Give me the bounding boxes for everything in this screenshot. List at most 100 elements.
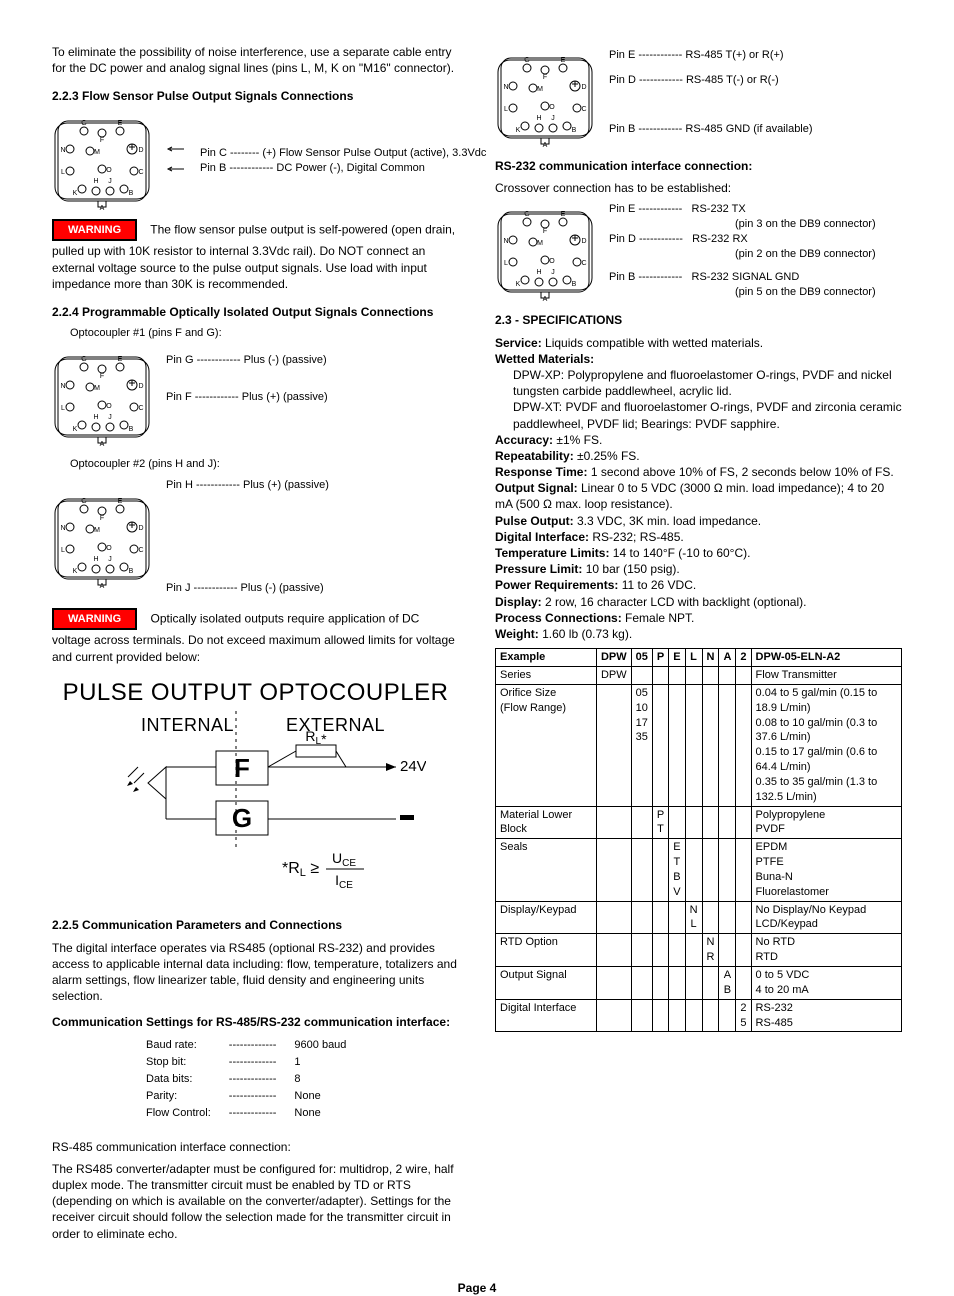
pulse-diagram: INTERNAL EXTERNAL F G bbox=[86, 711, 426, 905]
pin-f-label: Pin F bbox=[166, 391, 192, 403]
sec-224-title: 2.2.4 Programmable Optically Isolated Ou… bbox=[52, 304, 459, 320]
setting-stop-label: Stop bit: bbox=[138, 1055, 219, 1070]
spec-digital-label: Digital Interface: bbox=[495, 530, 589, 544]
spec-weight-text: 1.60 lb (0.73 kg). bbox=[539, 627, 632, 641]
setting-baud-label: Baud rate: bbox=[138, 1038, 219, 1053]
pin-j-dash: ------------ bbox=[190, 582, 240, 594]
rs485-para: The RS485 converter/adapter must be conf… bbox=[52, 1161, 459, 1242]
spec-repeat-label: Repeatability: bbox=[495, 449, 574, 463]
rs485-connector-row: Pin E ------------ RS-485 T(+) or R(+) P… bbox=[495, 48, 902, 148]
spec-temp-label: Temperature Limits: bbox=[495, 546, 609, 560]
connector-icon bbox=[495, 202, 595, 302]
pin-g-line: Pin G ------------ Plus (-) (passive) bbox=[166, 353, 328, 368]
sec-225-para: The digital interface operates via RS485… bbox=[52, 940, 459, 1005]
pin-j-line: Pin J ------------ Plus (-) (passive) bbox=[166, 581, 329, 596]
pin-b-dash: ------------ bbox=[226, 162, 276, 174]
external-label: EXTERNAL bbox=[286, 715, 385, 735]
warning-badge: WARNING bbox=[52, 608, 137, 631]
spec-press-label: Pressure Limit: bbox=[495, 562, 582, 576]
connector-icon bbox=[495, 48, 595, 148]
connector-icon bbox=[52, 347, 152, 447]
pin-f-desc: Plus (+) (passive) bbox=[242, 391, 328, 403]
svg-text:ICE: ICE bbox=[335, 872, 353, 891]
rs485-pin-d: Pin D ------------ RS-485 T(-) or R(-) bbox=[609, 73, 813, 88]
setting-data-value: 8 bbox=[286, 1072, 354, 1087]
pin-dash: ------------ bbox=[635, 49, 685, 61]
pin-g-label: Pin G bbox=[166, 354, 194, 366]
left-column: To eliminate the possibility of noise in… bbox=[52, 44, 459, 1242]
rs485-conn-title: RS-485 communication interface connectio… bbox=[52, 1139, 459, 1155]
pin-c-dash: -------- bbox=[227, 147, 262, 159]
pin-label: Pin E bbox=[609, 203, 635, 215]
warning-224: WARNING Optically isolated outputs requi… bbox=[52, 606, 459, 665]
spec-response-label: Response Time: bbox=[495, 465, 587, 479]
comm-settings-table: Baud rate:-------------9600 baud Stop bi… bbox=[136, 1036, 356, 1122]
pulse-g-label: G bbox=[231, 803, 251, 833]
pin-subdesc: (pin 3 on the DB9 connector) bbox=[735, 217, 876, 232]
intro-paragraph: To eliminate the possibility of noise in… bbox=[52, 44, 459, 76]
setting-flow-label: Flow Control: bbox=[138, 1106, 219, 1121]
pin-g-dash: ------------ bbox=[194, 354, 244, 366]
internal-label: INTERNAL bbox=[141, 715, 234, 735]
pin-c-label: Pin C bbox=[200, 147, 227, 159]
pin-label: Pin E bbox=[609, 49, 635, 61]
spec-display-label: Display: bbox=[495, 595, 542, 609]
warning-223: WARNING The flow sensor pulse output is … bbox=[52, 217, 459, 292]
spec-response-text: 1 second above 10% of FS, 2 seconds belo… bbox=[587, 465, 893, 479]
warning-badge: WARNING bbox=[52, 219, 137, 242]
spec-press-text: 10 bar (150 psig). bbox=[582, 562, 679, 576]
opto1-label: Optocoupler #1 (pins F and G): bbox=[70, 326, 459, 341]
pin-label: Pin D bbox=[609, 233, 636, 245]
rs232-pin-e: Pin E ------------ RS-232 TX (pin 3 on t… bbox=[609, 202, 876, 232]
pin-h-label: Pin H bbox=[166, 479, 193, 491]
pin-dash: ------------ bbox=[635, 203, 685, 215]
pin-label: Pin B bbox=[609, 123, 635, 135]
pin-desc: RS-485 GND (if available) bbox=[685, 123, 812, 135]
pin-desc: RS-485 T(-) or R(-) bbox=[686, 74, 779, 86]
setting-stop-value: 1 bbox=[286, 1055, 354, 1070]
pulse-svg: INTERNAL EXTERNAL F G bbox=[86, 711, 426, 901]
page-number: Page 4 bbox=[52, 1280, 902, 1296]
setting-data-label: Data bits: bbox=[138, 1072, 219, 1087]
spec-power-text: 11 to 26 VDC. bbox=[618, 578, 696, 592]
opto2-row: Pin H ------------ Plus (+) (passive) Pi… bbox=[52, 478, 459, 600]
pin-subdesc: (pin 5 on the DB9 connector) bbox=[735, 285, 876, 300]
rs232-pin-d: Pin D ------------ RS-232 RX (pin 2 on t… bbox=[609, 232, 876, 262]
spec-service-label: Service: bbox=[495, 336, 542, 350]
pin-h-dash: ------------ bbox=[193, 479, 243, 491]
spec-wetted-xp: DPW-XP: Polypropylene and fluoroelastome… bbox=[513, 367, 902, 399]
setting-baud-value: 9600 baud bbox=[286, 1038, 354, 1053]
pin-c-line: Pin C -------- (+) Flow Sensor Pulse Out… bbox=[200, 146, 486, 161]
pin-subdesc: (pin 2 on the DB9 connector) bbox=[735, 247, 876, 262]
pin-dash: ------------ bbox=[636, 233, 686, 245]
pulse-f-label: F bbox=[234, 753, 250, 783]
spec-accuracy-text: ±1% FS. bbox=[553, 433, 602, 447]
pin-f-dash: ------------ bbox=[192, 391, 242, 403]
comm-settings-title: Communication Settings for RS-485/RS-232… bbox=[52, 1014, 459, 1030]
spec-block: Service: Liquids compatible with wetted … bbox=[495, 335, 902, 643]
order-table: ExampleDPW05PELNA2DPW-05-ELN-A2SeriesDPW… bbox=[495, 648, 902, 1032]
pin-b-label: Pin B bbox=[200, 162, 226, 174]
pin-dash: ------------ bbox=[635, 271, 685, 283]
rs232-pin-b: Pin B ------------ RS-232 SIGNAL GND (pi… bbox=[609, 270, 876, 300]
setting-parity-value: None bbox=[286, 1089, 354, 1104]
pin-f-line: Pin F ------------ Plus (+) (passive) bbox=[166, 390, 328, 405]
24v-label: 24V+ bbox=[400, 758, 426, 775]
svg-text:UCE: UCE bbox=[331, 850, 355, 869]
spec-wetted-label: Wetted Materials: bbox=[495, 352, 594, 366]
spec-pulse-text: 3.3 VDC, 3K min. load impedance. bbox=[574, 514, 761, 528]
pin-b-line: Pin B ------------ DC Power (-), Digital… bbox=[200, 161, 486, 176]
rs232-title: RS-232 communication interface connectio… bbox=[495, 158, 902, 174]
spec-power-label: Power Requirements: bbox=[495, 578, 618, 592]
pulse-title: PULSE OUTPUT OPTOCOUPLER bbox=[52, 677, 459, 709]
pin-h-line: Pin H ------------ Plus (+) (passive) bbox=[166, 478, 329, 493]
spec-digital-text: RS-232; RS-485. bbox=[589, 530, 684, 544]
sec-225-title: 2.2.5 Communication Parameters and Conne… bbox=[52, 917, 459, 933]
spec-wetted-xt: DPW-XT: PVDF and fluoroelastomer O-rings… bbox=[513, 399, 902, 431]
pin-desc: RS-232 RX bbox=[692, 233, 748, 245]
pin-h-desc: Plus (+) (passive) bbox=[243, 479, 329, 491]
pin-j-label: Pin J bbox=[166, 582, 190, 594]
spec-title: 2.3 - SPECIFICATIONS bbox=[495, 312, 902, 328]
spec-temp-text: 14 to 140°F (-10 to 60°C). bbox=[609, 546, 750, 560]
rs232-connector-row: Pin E ------------ RS-232 TX (pin 3 on t… bbox=[495, 202, 902, 302]
